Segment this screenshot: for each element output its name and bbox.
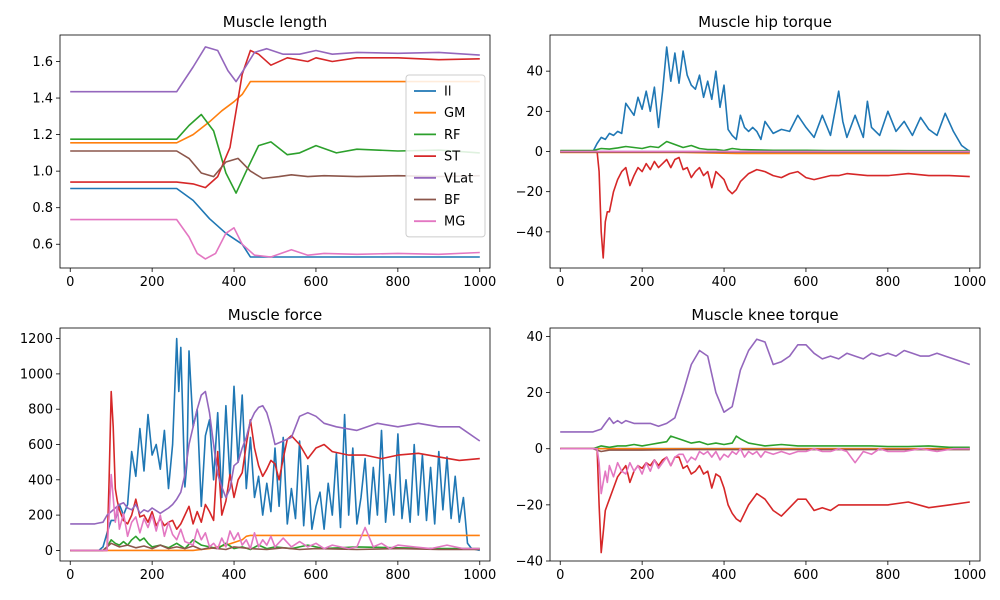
x-tick-label: 0	[66, 568, 74, 583]
x-tick-label: 400	[222, 568, 247, 583]
legend-label-vlat: VLat	[444, 171, 473, 186]
x-tick-label: 1000	[463, 568, 496, 583]
x-tick-label: 400	[222, 275, 247, 290]
series-line-mg	[560, 447, 970, 495]
y-tick-label: −20	[516, 498, 543, 513]
y-tick-label: −20	[516, 185, 543, 200]
y-tick-label: 800	[28, 403, 53, 418]
y-tick-label: −40	[516, 225, 543, 240]
y-tick-label: −40	[516, 555, 543, 570]
series-line-rf	[560, 435, 970, 450]
legend: Il GM RF ST VLat BF MG	[405, 74, 486, 238]
series-line-st	[560, 447, 970, 554]
chart-title: Muscle hip torque	[698, 13, 832, 31]
chart-4: 0 200 400 600 800 1000 −40 −20 0 20 40 Muscle knee …	[516, 306, 987, 583]
x-tick-label: 800	[875, 275, 900, 290]
y-tick-label: 400	[28, 473, 53, 488]
legend-label-gm: GM	[444, 106, 465, 121]
chart-title: Muscle force	[228, 306, 322, 324]
series-line-st	[70, 390, 480, 552]
legend-label-bf: BF	[444, 193, 460, 208]
series-group	[70, 337, 481, 552]
x-tick-label: 1000	[953, 275, 986, 290]
x-tick-label: 400	[712, 275, 737, 290]
series-line-mg	[70, 473, 480, 552]
series-line-mg	[70, 218, 480, 260]
series-line-bf	[560, 447, 970, 453]
y-tick-label: 1000	[20, 367, 53, 382]
x-tick-label: 800	[385, 568, 410, 583]
series-group	[70, 46, 480, 260]
y-tick-label: 200	[28, 509, 53, 524]
chart-title: Muscle length	[223, 13, 328, 31]
y-tick-label: 0	[535, 442, 543, 457]
y-tick-label: 20	[526, 105, 543, 120]
series-group	[560, 338, 971, 554]
series-line-bf	[70, 542, 480, 552]
series-line-st	[70, 49, 480, 189]
series-line-st	[560, 150, 970, 259]
y-tick-label: 0	[535, 145, 543, 160]
y-tick-label: 1.6	[32, 55, 53, 70]
series-line-vlat	[560, 338, 971, 433]
series-line-rf	[560, 140, 970, 152]
x-tick-label: 600	[794, 568, 819, 583]
x-tick-label: 600	[304, 275, 329, 290]
x-tick-label: 0	[66, 275, 74, 290]
series-line-rf	[70, 113, 480, 194]
chart-title: Muscle knee torque	[691, 306, 838, 324]
x-tick-label: 800	[875, 568, 900, 583]
series-line-vlat	[70, 390, 481, 525]
y-tick-label: 40	[526, 65, 543, 80]
chart-1: 0 200 400 600 800 1000 0.6 0.8 1.0 1.2 1.4 1.6 Muscl…	[32, 13, 496, 290]
legend-label-st: ST	[444, 150, 460, 165]
x-tick-label: 200	[630, 275, 655, 290]
y-tick-label: 1.0	[32, 165, 53, 180]
y-tick-label: 1.2	[32, 128, 53, 143]
legend-box	[405, 74, 486, 238]
x-tick-label: 600	[794, 275, 819, 290]
series-line-rf	[70, 535, 480, 552]
x-tick-label: 600	[304, 568, 329, 583]
chart-3: 0 200 400 600 800 1000 0 200 400 600 800 1000 1200 Mu…	[20, 306, 496, 583]
x-tick-label: 200	[140, 568, 165, 583]
x-tick-label: 1000	[463, 275, 496, 290]
y-tick-label: 1200	[20, 332, 53, 347]
series-line-il	[560, 46, 971, 153]
legend-label-il: Il	[444, 85, 451, 100]
series-line-gm	[70, 80, 480, 144]
y-tick-label: 20	[526, 386, 543, 401]
series-line-vlat	[70, 46, 480, 93]
x-tick-label: 800	[385, 275, 410, 290]
series-line-il	[70, 337, 480, 552]
x-tick-label: 1000	[953, 568, 986, 583]
series-line-bf	[70, 150, 480, 180]
y-tick-label: 0.8	[32, 201, 53, 216]
y-tick-label: 0.6	[32, 238, 53, 253]
x-tick-label: 0	[556, 568, 564, 583]
y-tick-label: 1.4	[32, 92, 53, 107]
axes-frame	[59, 34, 491, 269]
x-tick-label: 400	[712, 568, 737, 583]
axes-frame	[549, 327, 981, 562]
x-tick-label: 0	[556, 275, 564, 290]
x-tick-label: 200	[630, 568, 655, 583]
legend-label-rf: RF	[444, 128, 461, 143]
y-tick-label: 0	[45, 544, 53, 559]
y-tick-label: 40	[526, 330, 543, 345]
y-tick-label: 600	[28, 438, 53, 453]
x-tick-label: 200	[140, 275, 165, 290]
series-line-il	[70, 187, 480, 258]
legend-label-mg: MG	[444, 215, 465, 230]
series-group	[560, 46, 971, 259]
chart-2: 0 200 400 600 800 1000 −40 −20 0 20 40 Muscle hip t…	[516, 13, 987, 290]
